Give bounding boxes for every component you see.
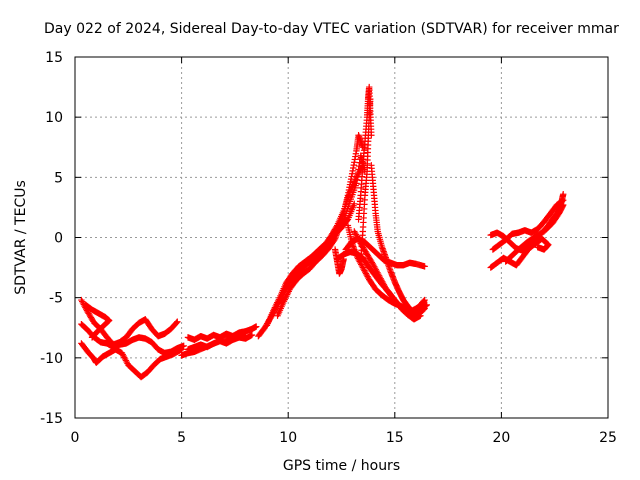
series-track-19 [331, 246, 347, 277]
y-tick-label: -5 [49, 291, 63, 307]
x-tick-label: 15 [386, 430, 404, 446]
data-point [177, 346, 184, 354]
data-point [421, 263, 428, 270]
data-point [248, 331, 256, 339]
series-track-10 [274, 132, 367, 319]
data-point [421, 296, 428, 304]
x-tick-label: 5 [177, 430, 186, 446]
x-tick-label: 20 [492, 430, 510, 446]
x-tick-label: 0 [71, 430, 80, 446]
grid-lines [75, 57, 608, 418]
data-point [174, 318, 181, 325]
y-tick-label: -15 [40, 411, 63, 427]
chart-title: Day 022 of 2024, Sidereal Day-to-day VTE… [44, 21, 619, 37]
series-track-3 [78, 340, 185, 381]
data-point [421, 305, 428, 312]
data-points [78, 83, 567, 381]
x-axis-title: GPS time / hours [283, 458, 400, 474]
data-point [253, 323, 260, 330]
data-point [180, 342, 187, 349]
series-track-18 [334, 248, 424, 323]
series-track-7 [178, 329, 249, 359]
data-point [423, 301, 430, 309]
y-tick-label: 0 [54, 231, 63, 247]
x-tick-label: 10 [279, 430, 297, 446]
data-point [242, 329, 249, 336]
data-point [88, 334, 96, 341]
axis-ticks: 0 5 10 15 20 25 -15 -10 -5 0 5 10 15 [40, 50, 617, 446]
series-track-16 [368, 162, 428, 315]
y-axis-title: SDTVAR / TECUs [13, 180, 29, 295]
data-point [560, 201, 567, 209]
data-point [367, 95, 374, 103]
series-track-23 [502, 201, 567, 265]
data-point [420, 297, 428, 305]
data-point [560, 190, 567, 198]
data-point [178, 346, 185, 353]
y-tick-label: 5 [54, 170, 63, 186]
series-track-21 [489, 196, 567, 253]
series-track-11 [291, 162, 367, 282]
y-tick-label: 15 [45, 50, 63, 66]
series-track-17 [342, 235, 428, 270]
data-point [417, 312, 424, 319]
y-tick-label: -10 [40, 351, 63, 367]
data-point [420, 306, 428, 313]
data-point [173, 319, 180, 326]
data-point [422, 302, 430, 309]
data-point [534, 243, 541, 251]
x-tick-label: 25 [599, 430, 617, 446]
y-tick-label: 10 [45, 110, 63, 126]
data-point [340, 255, 347, 263]
series-track-22 [487, 235, 552, 271]
series-track-4 [82, 301, 113, 341]
